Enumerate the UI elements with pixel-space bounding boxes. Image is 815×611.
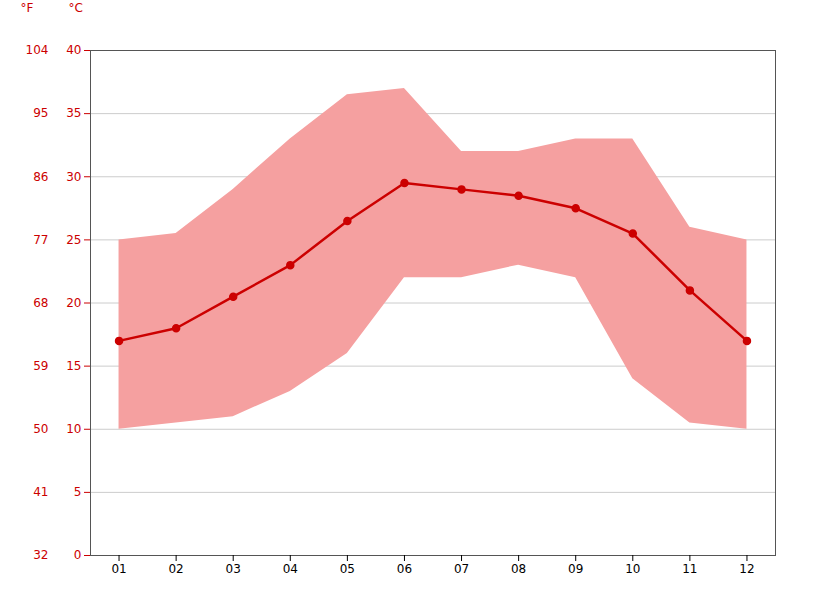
svg-text:°F: °F (21, 1, 34, 15)
svg-text:32: 32 (33, 548, 48, 562)
svg-text:40: 40 (66, 43, 81, 57)
svg-text:25: 25 (66, 233, 81, 247)
svg-text:41: 41 (33, 485, 48, 499)
svg-text:5: 5 (74, 485, 82, 499)
svg-text:95: 95 (33, 106, 48, 120)
svg-text:07: 07 (454, 562, 469, 576)
svg-text:06: 06 (397, 562, 412, 576)
svg-text:68: 68 (33, 296, 48, 310)
svg-text:20: 20 (66, 296, 81, 310)
svg-text:59: 59 (33, 359, 48, 373)
svg-text:50: 50 (33, 422, 48, 436)
svg-text:30: 30 (66, 170, 81, 184)
svg-text:35: 35 (66, 106, 81, 120)
svg-text:86: 86 (33, 170, 48, 184)
svg-text:03: 03 (226, 562, 241, 576)
svg-text:05: 05 (340, 562, 355, 576)
svg-text:04: 04 (283, 562, 298, 576)
svg-text:01: 01 (111, 562, 126, 576)
svg-text:104: 104 (26, 43, 49, 57)
svg-text:°C: °C (69, 1, 83, 15)
svg-text:11: 11 (682, 562, 697, 576)
svg-text:08: 08 (511, 562, 526, 576)
svg-text:09: 09 (568, 562, 583, 576)
svg-text:77: 77 (33, 233, 48, 247)
svg-text:15: 15 (66, 359, 81, 373)
svg-text:10: 10 (66, 422, 81, 436)
svg-text:02: 02 (168, 562, 183, 576)
svg-text:12: 12 (739, 562, 754, 576)
svg-text:10: 10 (625, 562, 640, 576)
svg-text:0: 0 (74, 548, 82, 562)
